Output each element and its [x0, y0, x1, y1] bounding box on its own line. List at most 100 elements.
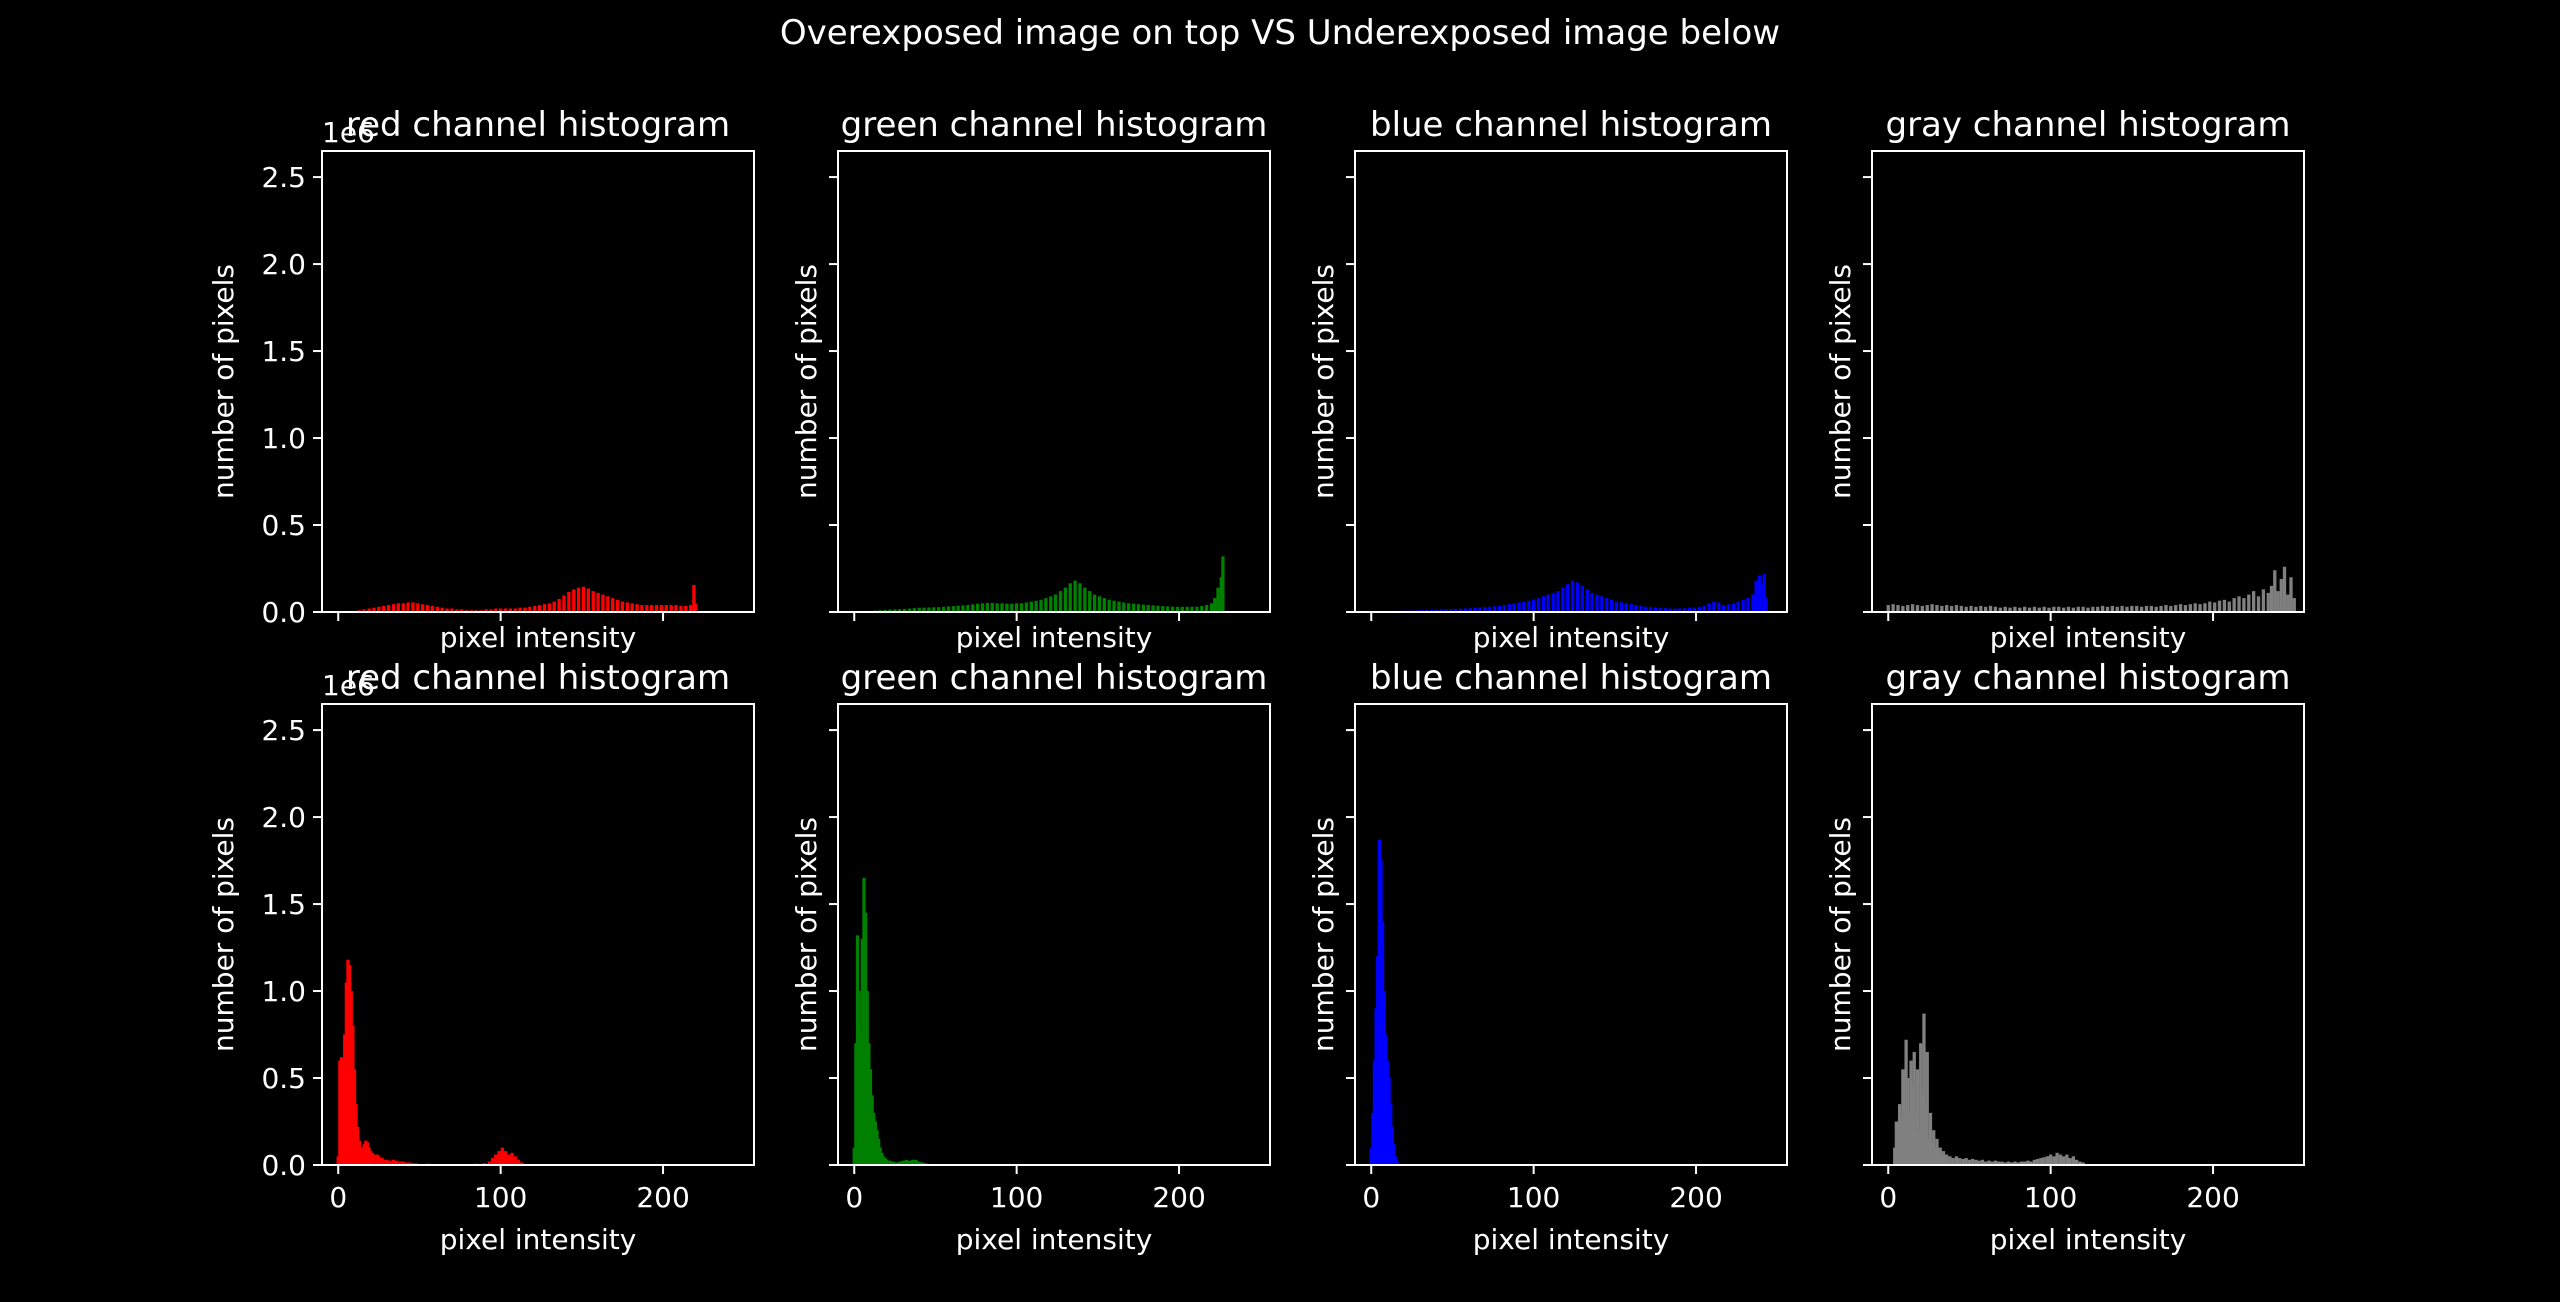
histogram-bar: [937, 607, 941, 612]
histogram-bar: [1117, 601, 1121, 612]
histogram-bar: [1998, 607, 2002, 612]
histogram-bar: [1958, 1158, 1962, 1165]
histogram-bar: [552, 601, 556, 612]
histogram-bar: [1044, 598, 1048, 612]
histogram-bar: [1754, 580, 1758, 612]
histogram-bar: [1151, 605, 1155, 612]
histogram-bar: [2125, 606, 2129, 612]
histogram-bar: [591, 591, 595, 612]
histogram-bar: [1088, 591, 1092, 612]
histogram-bar: [941, 606, 946, 612]
histogram-bar: [1717, 602, 1721, 612]
histogram-bar: [1136, 604, 1141, 612]
histogram-bar: [1977, 1160, 1981, 1165]
histogram-bar: [1024, 602, 1029, 612]
x-tick-label: 0: [1362, 1181, 1380, 1214]
histogram-bar: [421, 604, 425, 612]
y-tick-label: 2.5: [261, 714, 306, 747]
histogram-bar: [377, 606, 381, 612]
histogram-bar: [911, 1159, 915, 1165]
histogram-bar: [1648, 607, 1653, 612]
histogram-bar: [625, 602, 629, 612]
histogram-bar: [562, 595, 566, 612]
histogram-bar: [372, 607, 376, 612]
axes-frame: [837, 703, 1271, 1166]
histogram-bar: [650, 605, 654, 612]
histogram-bar: [985, 602, 990, 612]
histogram-bar: [2227, 601, 2231, 612]
histogram-bar: [382, 1159, 386, 1165]
histogram-bar: [1424, 609, 1429, 612]
histogram-bar: [2276, 591, 2280, 612]
histogram-bar: [1546, 594, 1550, 612]
histogram-bar: [1561, 587, 1565, 612]
histogram-bar: [503, 608, 508, 612]
histogram-bar: [1731, 603, 1736, 612]
x-tick-label: 100: [2024, 1181, 2077, 1214]
histogram-bar: [1395, 1161, 1399, 1165]
histogram-bar: [2052, 606, 2056, 612]
histogram-bar: [2052, 1156, 2056, 1165]
histogram-bar: [2010, 1162, 2014, 1165]
y-tick-label: 0.0: [261, 596, 306, 629]
histogram-bar: [1209, 603, 1214, 612]
histogram-bar: [601, 594, 605, 612]
histogram-bar: [2115, 606, 2119, 612]
y-axis-label: number of pixels: [207, 264, 240, 499]
histogram-bar: [1127, 603, 1131, 612]
histogram-bar: [1726, 604, 1731, 612]
histogram-bar: [2232, 598, 2236, 612]
histogram-bar: [1935, 1138, 1939, 1165]
histogram-bar: [1039, 599, 1043, 612]
histogram-bar: [2045, 1156, 2050, 1165]
histogram-bar: [1122, 602, 1126, 612]
histogram-bar: [2076, 606, 2080, 612]
histogram-bar: [2078, 1161, 2082, 1165]
histogram-bar: [533, 605, 537, 612]
histogram-bar: [391, 604, 396, 612]
histogram-bar: [904, 1159, 908, 1165]
x-tick-label: 100: [474, 1181, 527, 1214]
histogram-bar: [1131, 603, 1136, 612]
histogram-bar: [518, 607, 522, 612]
histogram-bar: [1092, 594, 1097, 612]
histogram-bar: [1493, 606, 1497, 612]
histogram-bar: [1751, 594, 1755, 612]
histogram-bar: [2081, 606, 2085, 612]
subplot-grid: 0.0 0.5 1.0 1.5 2.0 2.5 red channel histogram p…: [207, 105, 2305, 1256]
histogram-bar: [2016, 1162, 2020, 1165]
histogram-bar: [951, 606, 955, 612]
histogram-bar: [1029, 601, 1033, 612]
histogram-bar: [2042, 606, 2046, 612]
histogram-bar: [1964, 1158, 1968, 1165]
histogram-bar: [1053, 594, 1058, 612]
y-tick-label: 2.0: [261, 801, 306, 834]
histogram-bar: [1195, 606, 1199, 612]
histogram-bar: [893, 609, 897, 612]
histogram-bar: [645, 605, 649, 612]
histogram-bar: [1922, 1013, 1926, 1165]
histogram-bar: [912, 608, 916, 612]
histogram-bar: [1536, 598, 1541, 612]
axes-frame: [1871, 703, 2305, 1166]
histogram-bar: [1687, 607, 1692, 612]
histogram-bar: [1512, 603, 1516, 612]
histogram-bar: [1527, 600, 1531, 612]
histogram-bar: [2032, 1159, 2037, 1165]
histogram-bar: [1886, 605, 1890, 612]
histogram-bar: [1585, 589, 1589, 612]
histogram-bar: [2164, 605, 2168, 612]
y-axis-label: number of pixels: [1307, 264, 1340, 499]
histogram-bar: [2198, 604, 2202, 612]
histogram-bar: [435, 606, 439, 612]
histogram-bar: [1910, 604, 1915, 612]
histogram-bar: [1463, 608, 1468, 612]
histogram-bar: [689, 605, 693, 612]
y-axis-label: number of pixels: [790, 264, 823, 499]
histogram-bar: [2057, 606, 2061, 612]
histogram-bar: [567, 591, 571, 612]
histogram-bar: [1945, 605, 1949, 612]
histogram-bar: [2266, 592, 2270, 612]
panel-title: red channel histogram: [346, 658, 730, 698]
histogram-bar: [980, 603, 985, 612]
